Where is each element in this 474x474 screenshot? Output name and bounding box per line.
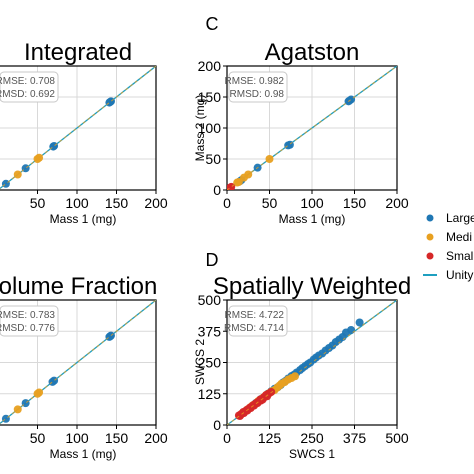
legend-label-unity: Unity [446, 268, 473, 282]
y-tick-label: 150 [198, 89, 222, 105]
stats-rmse: RMSE: 0.783 [0, 310, 55, 321]
stats-rmse: RMSE: 0.982 [225, 76, 285, 87]
data-point-large [355, 318, 364, 327]
unity-line-overlay [227, 300, 397, 425]
stats-box [0, 305, 59, 337]
x-axis-label: Mass 1 (mg) [50, 212, 117, 226]
y-tick-label: 50 [205, 151, 221, 167]
x-tick-label: 50 [262, 195, 278, 211]
x-tick-label: 0 [223, 430, 231, 446]
x-tick-label: 50 [30, 430, 46, 446]
panel-title: olume Fraction [0, 273, 157, 300]
x-axis-label: SWCS 1 [289, 447, 335, 461]
data-point-large [285, 140, 294, 149]
x-tick-label: 100 [300, 195, 324, 211]
panel-integrated: 50 100 150 200 Mass 1 (mg) Integrated RMSE: 0.… [0, 39, 168, 226]
x-tick-label: 200 [144, 195, 168, 211]
stats-box [0, 71, 59, 103]
x-tick-label: 50 [30, 195, 46, 211]
stats-rmse: RMSE: 4.722 [225, 310, 285, 321]
x-axis-label: Mass 1 (mg) [50, 447, 117, 461]
x-tick-label: 100 [65, 195, 89, 211]
legend-label-large: Large [446, 211, 474, 225]
panel-agatston: 0 50 100 150 200 0 50 100 150 200 Mass 1 (mg) Mass … [193, 14, 409, 226]
stats-rmsd: RMSD: 0.776 [0, 323, 55, 334]
panel-title: Agatston [265, 39, 360, 66]
panel-letter: D [206, 250, 219, 270]
x-tick-label: 0 [223, 195, 231, 211]
data-layer [0, 66, 156, 190]
x-tick-label: 150 [105, 430, 129, 446]
legend-swatch-medium [426, 233, 434, 241]
y-tick-label: 0 [213, 417, 221, 433]
data-point-medium [265, 155, 274, 163]
stats-rmsd: RMSD: 0.692 [0, 89, 55, 100]
legend-label-small: Smal [446, 249, 473, 263]
y-tick-label: 500 [198, 292, 222, 308]
data-point-small [262, 391, 271, 399]
x-tick-label: 200 [385, 195, 409, 211]
x-axis-label: Mass 1 (mg) [279, 212, 346, 226]
y-tick-label: 100 [198, 120, 222, 136]
unity-line-overlay [227, 66, 397, 190]
stats-box [228, 305, 288, 337]
panel-spatially-weighted: 0 125 250 375 500 0 125 250 375 500 SWCS 1 SWCS 2 Sp… [193, 250, 411, 461]
legend-swatch-small [426, 252, 434, 260]
y-tick-label: 375 [198, 323, 222, 339]
y-tick-label: 200 [198, 58, 222, 74]
panel-letter: C [206, 14, 219, 34]
x-tick-label: 150 [105, 195, 129, 211]
y-axis-label: Mass 2 (mg) [193, 95, 207, 162]
data-layer [227, 66, 397, 190]
data-layer [0, 300, 156, 425]
panel-volume-fraction: 50 100 150 200 Mass 1 (mg) olume Fraction RMSE… [0, 273, 168, 461]
stats-box [228, 71, 288, 103]
stats-rmsd: RMSD: 4.714 [224, 323, 284, 334]
legend: Large Medi Smal Unity [423, 211, 474, 282]
legend-label-medium: Medi [446, 230, 472, 244]
x-tick-label: 125 [258, 430, 282, 446]
y-axis-label: SWCS 2 [193, 339, 207, 385]
stats-rmsd: RMSD: 0.98 [230, 89, 285, 100]
stats-rmse: RMSE: 0.708 [0, 76, 55, 87]
x-tick-label: 150 [343, 195, 367, 211]
x-tick-label: 250 [300, 430, 324, 446]
data-point-medium [234, 177, 243, 186]
x-tick-label: 375 [343, 430, 367, 446]
panel-title: Spatially Weighted [213, 273, 411, 300]
legend-swatch-large [426, 214, 434, 222]
panel-title: Integrated [24, 39, 132, 66]
x-tick-label: 200 [144, 430, 168, 446]
x-tick-label: 500 [385, 430, 409, 446]
y-tick-label: 250 [198, 355, 222, 371]
data-layer [227, 300, 397, 425]
x-tick-label: 100 [65, 430, 89, 446]
y-tick-label: 0 [213, 182, 221, 198]
y-tick-label: 125 [198, 386, 222, 402]
